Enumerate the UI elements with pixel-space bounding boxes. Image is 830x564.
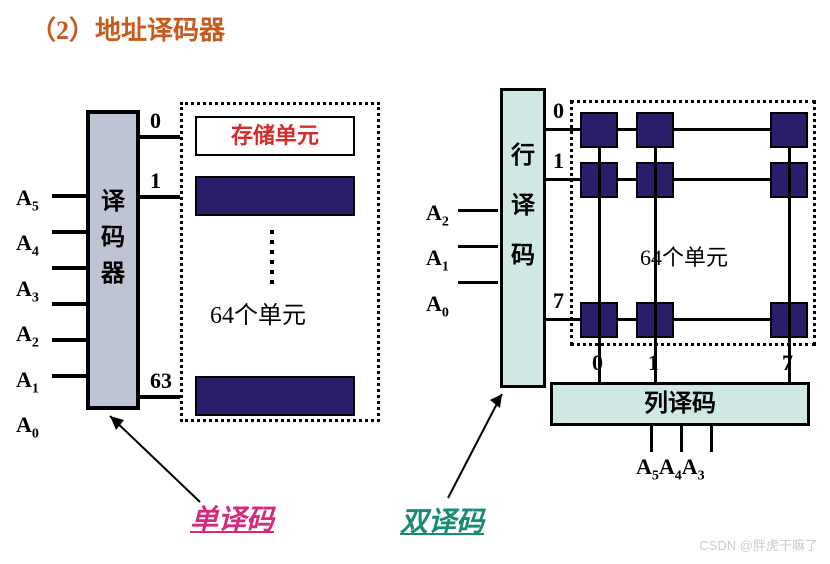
row-output-0: 0 [553,98,564,124]
section-title: （2）地址译码器 [30,10,225,47]
row-decoder-block: 行译码 [500,88,546,388]
horizontal-ellipsis [680,128,766,131]
col-input-labels: A5A4A3 [636,454,705,484]
right-row-inputs: A2 A1 A0 [426,195,449,331]
arrow-double-icon [430,388,530,518]
left-output-1: 1 [150,168,161,194]
left-cells-caption: 64个单元 [210,295,306,330]
col-output-0: 0 [592,350,603,376]
storage-unit-cell: 存储单元 [195,116,355,156]
double-decode-label: 双译码 [400,500,484,540]
left-address-inputs: A5 A4 A3 A2 A1 A0 [16,180,39,452]
watermark-text: CSDN @胖虎干嘛了 [699,535,818,554]
row-output-7: 7 [553,288,564,314]
single-decode-label: 单译码 [190,498,274,538]
col-output-7: 7 [782,350,793,376]
single-decoder-block: 译码器 [86,110,140,410]
left-output-0: 0 [150,108,161,134]
grid-caption: 64个单元 [640,240,728,272]
row-output-1: 1 [553,148,564,174]
grid-cell [636,112,674,148]
storage-cell [195,176,355,216]
vertical-ellipsis [270,230,274,290]
vertical-ellipsis [598,206,601,278]
grid-cell [580,112,618,148]
col-output-1: 1 [648,350,659,376]
column-decoder-block: 列译码 [550,382,810,426]
horizontal-ellipsis [680,178,766,181]
left-output-63: 63 [150,368,172,394]
horizontal-ellipsis [680,318,766,321]
col-line [788,148,791,384]
grid-cell [770,112,808,148]
